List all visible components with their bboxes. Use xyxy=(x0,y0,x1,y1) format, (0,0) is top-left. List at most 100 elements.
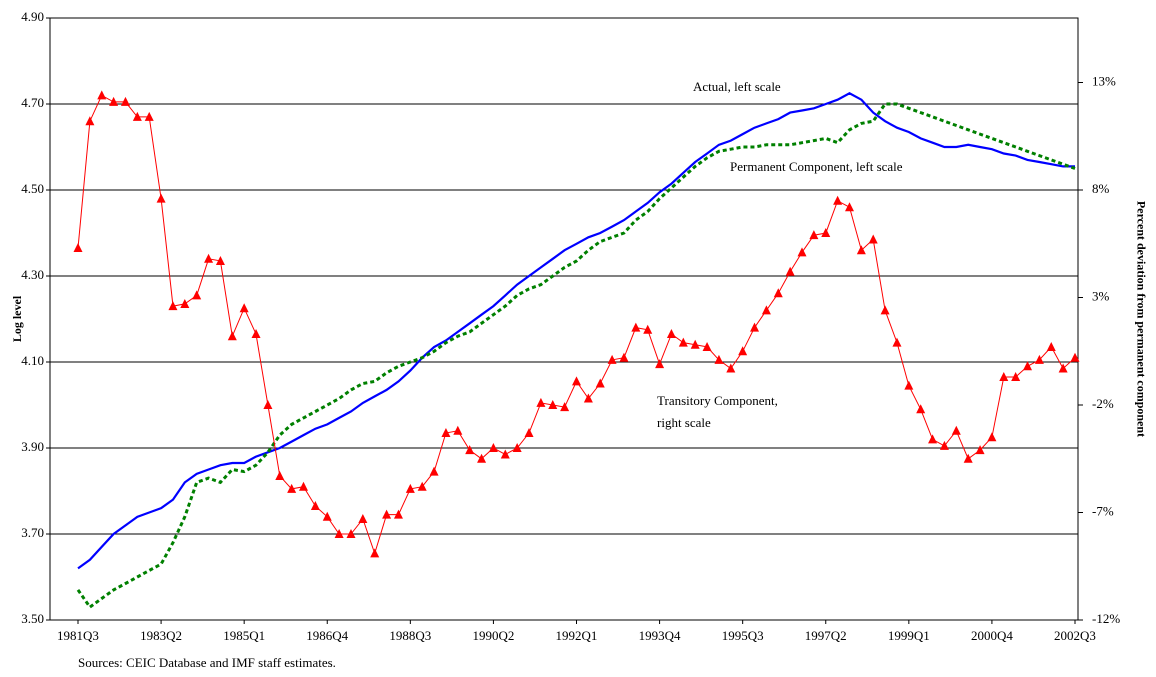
data-marker xyxy=(975,445,985,455)
data-marker xyxy=(904,380,914,390)
series-label: Transitory Component, right scale xyxy=(657,393,778,430)
data-marker xyxy=(583,393,593,403)
x-tick-label: 1992Q1 xyxy=(556,628,598,643)
x-tick-label: 1983Q2 xyxy=(140,628,182,643)
data-marker xyxy=(465,445,475,455)
data-marker xyxy=(1058,363,1068,373)
data-marker xyxy=(809,230,819,240)
data-marker xyxy=(120,96,130,106)
data-marker xyxy=(738,346,748,356)
data-marker xyxy=(690,339,700,349)
data-marker xyxy=(334,529,344,538)
data-marker xyxy=(536,397,546,407)
series-label: Actual, left scale xyxy=(693,79,781,94)
data-marker xyxy=(1034,354,1044,364)
data-marker xyxy=(833,195,843,205)
data-marker xyxy=(358,513,368,523)
data-marker xyxy=(512,443,522,452)
x-tick-label: 1999Q1 xyxy=(888,628,930,643)
data-marker xyxy=(453,425,463,435)
data-marker xyxy=(192,290,202,300)
y-tick-label: 4.70 xyxy=(21,95,44,110)
y2-tick-label: 13% xyxy=(1092,73,1116,88)
y-tick-label: 4.50 xyxy=(21,181,44,196)
y-tick-label: 4.30 xyxy=(21,267,44,282)
data-marker xyxy=(607,354,617,364)
y2-tick-label: -7% xyxy=(1092,503,1114,518)
data-marker xyxy=(1023,361,1033,371)
data-marker xyxy=(939,440,949,450)
data-marker xyxy=(1011,372,1021,382)
data-marker xyxy=(999,372,1009,382)
data-marker xyxy=(97,90,107,100)
data-marker xyxy=(773,288,783,298)
y-tick-label: 4.10 xyxy=(21,353,44,368)
data-marker xyxy=(144,111,154,121)
data-marker xyxy=(251,329,261,339)
data-marker xyxy=(477,453,487,463)
data-marker xyxy=(619,352,629,362)
y-tick-label: 4.90 xyxy=(21,9,44,24)
data-marker xyxy=(73,243,83,253)
data-marker xyxy=(726,363,736,373)
x-tick-label: 1997Q2 xyxy=(805,628,847,643)
data-marker xyxy=(429,466,439,476)
series-line xyxy=(77,92,1075,570)
data-marker xyxy=(156,193,166,203)
data-marker xyxy=(963,453,973,463)
series-label: Permanent Component, left scale xyxy=(730,159,903,174)
data-marker xyxy=(287,483,297,493)
data-marker xyxy=(299,481,309,491)
data-marker xyxy=(500,449,510,459)
x-tick-label: 2000Q4 xyxy=(971,628,1013,643)
data-marker xyxy=(678,337,688,347)
y2-tick-label: 3% xyxy=(1092,288,1110,303)
y2-tick-label: 8% xyxy=(1092,181,1110,196)
data-marker xyxy=(109,96,119,106)
data-marker xyxy=(666,329,676,339)
data-marker xyxy=(797,247,807,257)
data-marker xyxy=(322,511,332,521)
x-tick-label: 1993Q4 xyxy=(639,628,681,643)
data-marker xyxy=(405,483,415,493)
data-marker xyxy=(417,481,427,491)
plot-frame xyxy=(49,17,1079,621)
data-marker xyxy=(180,298,190,308)
data-marker xyxy=(310,501,320,511)
y2-tick-label: -2% xyxy=(1092,396,1114,411)
data-marker xyxy=(132,111,142,121)
data-marker xyxy=(441,427,451,437)
y-tick-label: 3.50 xyxy=(21,611,44,626)
x-tick-label: 1981Q3 xyxy=(57,628,99,643)
y2-axis-title: Percent deviation from permanent compone… xyxy=(1134,201,1148,437)
data-marker xyxy=(987,432,997,442)
data-marker xyxy=(916,404,926,414)
data-marker xyxy=(263,400,273,409)
data-marker xyxy=(524,427,534,437)
data-marker xyxy=(227,331,237,341)
data-marker xyxy=(868,234,878,244)
data-marker xyxy=(275,470,285,480)
data-marker xyxy=(750,322,760,332)
data-marker xyxy=(204,253,214,263)
x-tick-label: 1995Q3 xyxy=(722,628,764,643)
data-marker xyxy=(346,529,356,538)
data-marker xyxy=(548,400,558,409)
data-marker xyxy=(892,337,902,347)
series-line xyxy=(76,102,1076,610)
data-marker xyxy=(821,228,831,237)
data-marker xyxy=(655,359,665,369)
data-marker xyxy=(928,434,938,444)
y-tick-label: 3.70 xyxy=(21,525,44,540)
data-marker xyxy=(714,354,724,364)
data-marker xyxy=(393,509,403,519)
x-tick-label: 1986Q4 xyxy=(306,628,348,643)
data-marker xyxy=(488,443,498,452)
data-marker xyxy=(168,301,178,311)
data-marker xyxy=(215,255,225,265)
data-marker xyxy=(560,402,570,412)
data-marker xyxy=(702,341,712,351)
data-marker xyxy=(1070,352,1080,362)
data-marker xyxy=(239,303,249,313)
